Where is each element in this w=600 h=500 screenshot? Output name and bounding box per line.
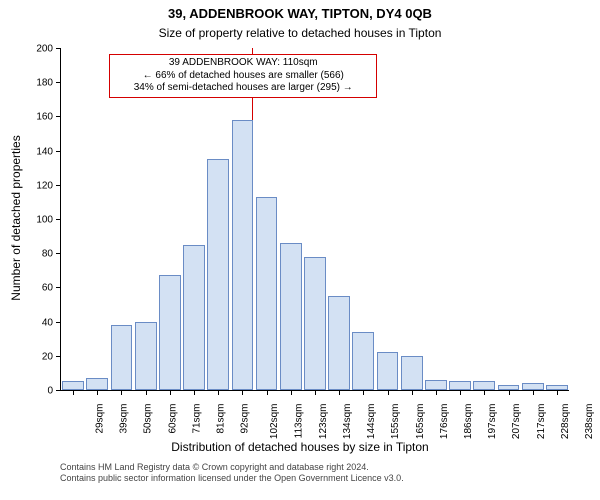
x-tick-label: 29sqm bbox=[95, 404, 106, 434]
y-tick-mark bbox=[56, 390, 61, 391]
credit-block: Contains HM Land Registry data © Crown c… bbox=[60, 462, 580, 485]
x-tick-label: 155sqm bbox=[390, 404, 401, 440]
x-tick-mark bbox=[412, 390, 413, 395]
annotation-line-2: ← 66% of detached houses are smaller (56… bbox=[114, 70, 372, 83]
x-tick-label: 71sqm bbox=[191, 404, 202, 434]
x-tick-mark bbox=[291, 390, 292, 395]
x-tick-mark bbox=[557, 390, 558, 395]
histogram-bar bbox=[159, 275, 181, 390]
x-tick-mark bbox=[218, 390, 219, 395]
histogram-bar bbox=[352, 332, 374, 390]
histogram-bar bbox=[256, 197, 278, 390]
annotation-box: 39 ADDENBROOK WAY: 110sqm ← 66% of detac… bbox=[109, 54, 377, 98]
annotation-line-1: 39 ADDENBROOK WAY: 110sqm bbox=[114, 57, 372, 70]
y-tick-mark bbox=[56, 322, 61, 323]
x-tick-mark bbox=[460, 390, 461, 395]
x-tick-mark bbox=[73, 390, 74, 395]
y-tick-mark bbox=[56, 219, 61, 220]
chart-root: 39, ADDENBROOK WAY, TIPTON, DY4 0QB Size… bbox=[0, 0, 600, 500]
x-tick-label: 39sqm bbox=[119, 404, 130, 434]
y-tick-mark bbox=[56, 253, 61, 254]
histogram-bar bbox=[183, 245, 205, 390]
x-tick-mark bbox=[484, 390, 485, 395]
x-tick-label: 102sqm bbox=[270, 404, 281, 440]
x-tick-mark bbox=[242, 390, 243, 395]
histogram-bar bbox=[473, 381, 495, 390]
y-axis-label: Number of detached properties bbox=[9, 47, 23, 389]
x-tick-mark bbox=[121, 390, 122, 395]
histogram-bar bbox=[449, 381, 471, 390]
y-tick-label: 180 bbox=[36, 78, 53, 89]
annotation-line-3: 34% of semi-detached houses are larger (… bbox=[114, 82, 372, 95]
y-tick-label: 120 bbox=[36, 180, 53, 191]
chart-title: 39, ADDENBROOK WAY, TIPTON, DY4 0QB bbox=[0, 6, 600, 21]
x-tick-mark bbox=[339, 390, 340, 395]
y-tick-label: 0 bbox=[47, 386, 53, 397]
y-tick-label: 140 bbox=[36, 146, 53, 157]
credit-line-2: Contains public sector information licen… bbox=[60, 473, 580, 484]
x-tick-mark bbox=[146, 390, 147, 395]
histogram-bar bbox=[425, 380, 447, 390]
y-tick-mark bbox=[56, 82, 61, 83]
x-tick-label: 165sqm bbox=[415, 404, 426, 440]
y-tick-mark bbox=[56, 151, 61, 152]
x-tick-mark bbox=[315, 390, 316, 395]
chart-subtitle: Size of property relative to detached ho… bbox=[0, 26, 600, 40]
x-tick-label: 176sqm bbox=[439, 404, 450, 440]
x-tick-label: 113sqm bbox=[293, 404, 304, 439]
histogram-bar bbox=[207, 159, 229, 390]
x-tick-label: 123sqm bbox=[318, 404, 329, 440]
y-tick-mark bbox=[56, 48, 61, 49]
histogram-bar bbox=[111, 325, 133, 390]
x-tick-label: 186sqm bbox=[463, 404, 474, 440]
x-tick-label: 144sqm bbox=[366, 404, 377, 440]
x-tick-mark bbox=[533, 390, 534, 395]
x-tick-label: 238sqm bbox=[584, 404, 595, 440]
x-tick-label: 228sqm bbox=[560, 404, 571, 440]
x-tick-mark bbox=[436, 390, 437, 395]
x-tick-mark bbox=[388, 390, 389, 395]
x-tick-label: 217sqm bbox=[536, 404, 547, 440]
histogram-bar bbox=[232, 120, 254, 390]
y-tick-label: 60 bbox=[42, 283, 53, 294]
credit-line-1: Contains HM Land Registry data © Crown c… bbox=[60, 462, 580, 473]
histogram-bar bbox=[62, 381, 84, 390]
histogram-bar bbox=[522, 383, 544, 390]
x-tick-mark bbox=[97, 390, 98, 395]
x-tick-label: 60sqm bbox=[167, 404, 178, 434]
histogram-bar bbox=[377, 352, 399, 390]
x-tick-mark bbox=[170, 390, 171, 395]
y-tick-mark bbox=[56, 116, 61, 117]
x-tick-mark bbox=[194, 390, 195, 395]
x-tick-mark bbox=[363, 390, 364, 395]
histogram-bar bbox=[304, 257, 326, 390]
x-tick-mark bbox=[509, 390, 510, 395]
y-tick-mark bbox=[56, 356, 61, 357]
x-axis-label: Distribution of detached houses by size … bbox=[0, 440, 600, 454]
y-tick-label: 20 bbox=[42, 351, 53, 362]
histogram-bar bbox=[135, 322, 157, 390]
histogram-bar bbox=[401, 356, 423, 390]
plot-area: 39 ADDENBROOK WAY: 110sqm ← 66% of detac… bbox=[60, 48, 569, 391]
x-tick-mark bbox=[267, 390, 268, 395]
y-tick-label: 100 bbox=[36, 215, 53, 226]
y-tick-mark bbox=[56, 287, 61, 288]
x-tick-label: 134sqm bbox=[342, 404, 353, 440]
x-tick-label: 197sqm bbox=[487, 404, 498, 440]
histogram-bar bbox=[328, 296, 350, 390]
y-tick-mark bbox=[56, 185, 61, 186]
histogram-bar bbox=[280, 243, 302, 390]
x-tick-label: 81sqm bbox=[216, 404, 227, 434]
histogram-bar bbox=[86, 378, 108, 390]
x-tick-label: 92sqm bbox=[240, 404, 251, 434]
x-tick-label: 50sqm bbox=[143, 404, 154, 434]
y-tick-label: 40 bbox=[42, 317, 53, 328]
y-tick-label: 200 bbox=[36, 44, 53, 55]
y-tick-label: 80 bbox=[42, 249, 53, 260]
x-tick-label: 207sqm bbox=[511, 404, 522, 440]
y-tick-label: 160 bbox=[36, 112, 53, 123]
